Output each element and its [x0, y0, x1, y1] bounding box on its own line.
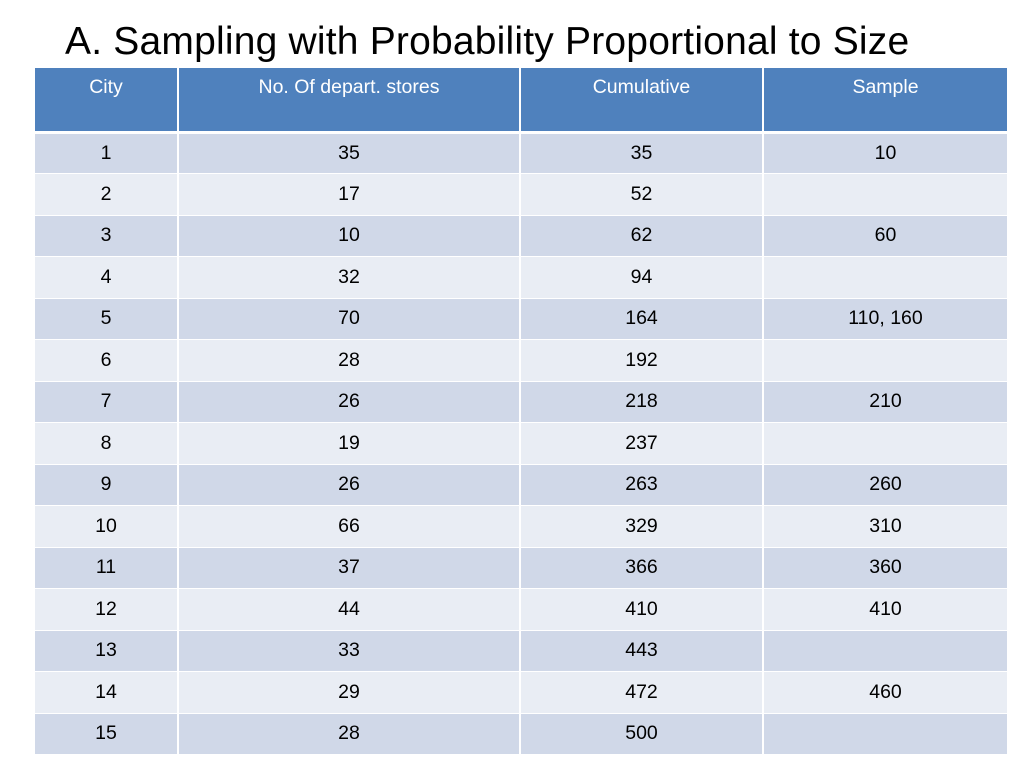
- header-city: City: [35, 68, 179, 134]
- table-row: 4 32 94: [35, 256, 1007, 299]
- cell-sample: [763, 256, 1007, 299]
- cell-department-stores: 10: [178, 215, 521, 257]
- cell-cumulative: 443: [520, 630, 764, 672]
- cell-department-stores: 26: [178, 381, 521, 423]
- table-body: 1 35 35 10 2 17 52 3 10 62 60 4 32 94 5 70 164 110, 160 6 2…: [35, 132, 1007, 755]
- cell-sample: [763, 630, 1007, 672]
- table-row: 3 10 62 60: [35, 215, 1007, 257]
- cell-cumulative: 500: [520, 713, 764, 755]
- cell-department-stores: 28: [178, 339, 521, 382]
- cell-cumulative: 192: [520, 339, 764, 382]
- cell-department-stores: 33: [178, 630, 521, 672]
- table-row: 2 17 52: [35, 173, 1007, 216]
- cell-department-stores: 28: [178, 713, 521, 755]
- cell-sample: 460: [763, 671, 1007, 714]
- cell-cumulative: 472: [520, 671, 764, 714]
- cell-city: 1: [35, 132, 179, 174]
- cell-city: 14: [35, 671, 179, 714]
- cell-sample: [763, 422, 1007, 465]
- cell-cumulative: 62: [520, 215, 764, 257]
- cell-city: 15: [35, 713, 179, 755]
- slide-title: A. Sampling with Probability Proportiona…: [65, 20, 910, 63]
- cell-department-stores: 26: [178, 464, 521, 506]
- cell-department-stores: 32: [178, 256, 521, 299]
- cell-sample: 110, 160: [763, 298, 1007, 340]
- cell-city: 2: [35, 173, 179, 216]
- cell-city: 7: [35, 381, 179, 423]
- cell-sample: 210: [763, 381, 1007, 423]
- cell-city: 9: [35, 464, 179, 506]
- cell-cumulative: 218: [520, 381, 764, 423]
- cell-cumulative: 366: [520, 547, 764, 589]
- cell-department-stores: 66: [178, 505, 521, 548]
- cell-sample: 410: [763, 588, 1007, 631]
- cell-sample: [763, 713, 1007, 755]
- header-cumulative: Cumulative: [520, 68, 764, 134]
- header-sample: Sample: [763, 68, 1007, 134]
- cell-department-stores: 44: [178, 588, 521, 631]
- cell-cumulative: 94: [520, 256, 764, 299]
- cell-cumulative: 52: [520, 173, 764, 216]
- cell-city: 4: [35, 256, 179, 299]
- cell-department-stores: 19: [178, 422, 521, 465]
- table-row: 5 70 164 110, 160: [35, 298, 1007, 340]
- cell-city: 13: [35, 630, 179, 672]
- sampling-table: City No. Of depart. stores Cumulative Sa…: [35, 68, 1007, 755]
- cell-cumulative: 263: [520, 464, 764, 506]
- table-row: 1 35 35 10: [35, 132, 1007, 174]
- table-row: 10 66 329 310: [35, 505, 1007, 548]
- cell-city: 11: [35, 547, 179, 589]
- cell-department-stores: 37: [178, 547, 521, 589]
- cell-cumulative: 329: [520, 505, 764, 548]
- table-row: 14 29 472 460: [35, 671, 1007, 714]
- cell-sample: [763, 173, 1007, 216]
- table-row: 15 28 500: [35, 713, 1007, 755]
- cell-cumulative: 410: [520, 588, 764, 631]
- table-row: 11 37 366 360: [35, 547, 1007, 589]
- cell-sample: 310: [763, 505, 1007, 548]
- cell-sample: 360: [763, 547, 1007, 589]
- cell-department-stores: 29: [178, 671, 521, 714]
- cell-city: 10: [35, 505, 179, 548]
- cell-sample: 60: [763, 215, 1007, 257]
- cell-department-stores: 70: [178, 298, 521, 340]
- table-row: 6 28 192: [35, 339, 1007, 382]
- table-row: 12 44 410 410: [35, 588, 1007, 631]
- cell-cumulative: 237: [520, 422, 764, 465]
- cell-city: 8: [35, 422, 179, 465]
- cell-city: 6: [35, 339, 179, 382]
- header-department-stores: No. Of depart. stores: [178, 68, 521, 134]
- cell-city: 5: [35, 298, 179, 340]
- cell-city: 3: [35, 215, 179, 257]
- table-row: 7 26 218 210: [35, 381, 1007, 423]
- cell-cumulative: 35: [520, 132, 764, 174]
- table-row: 9 26 263 260: [35, 464, 1007, 506]
- cell-department-stores: 17: [178, 173, 521, 216]
- cell-sample: [763, 339, 1007, 382]
- cell-cumulative: 164: [520, 298, 764, 340]
- table-row: 13 33 443: [35, 630, 1007, 672]
- cell-department-stores: 35: [178, 132, 521, 174]
- table-row: 8 19 237: [35, 422, 1007, 465]
- cell-sample: 10: [763, 132, 1007, 174]
- cell-city: 12: [35, 588, 179, 631]
- table-header-row: City No. Of depart. stores Cumulative Sa…: [35, 68, 1007, 134]
- cell-sample: 260: [763, 464, 1007, 506]
